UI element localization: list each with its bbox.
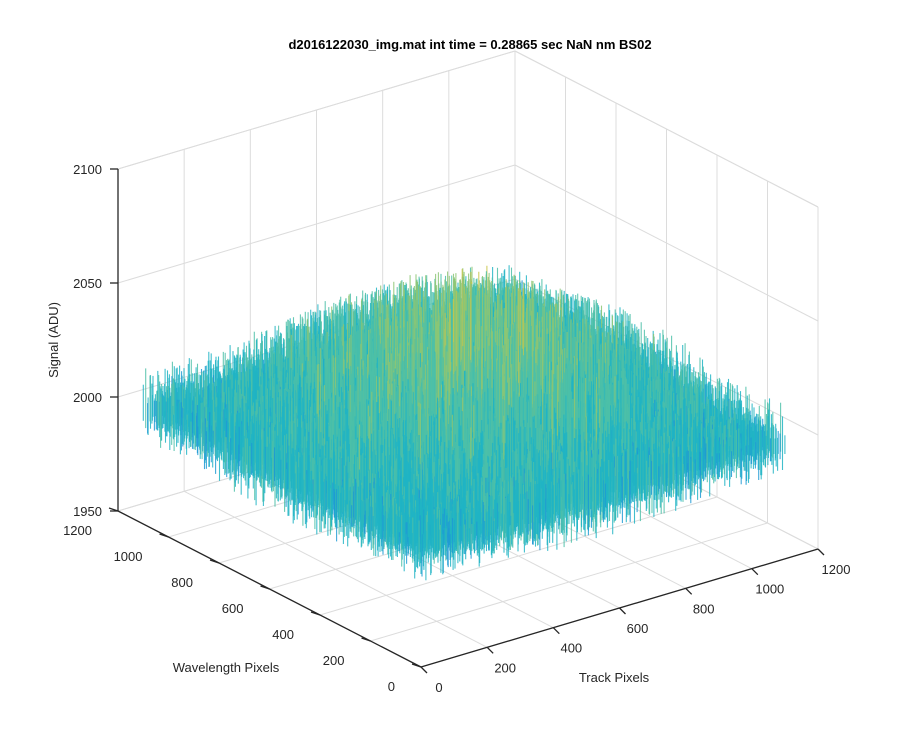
surface — [143, 265, 785, 580]
